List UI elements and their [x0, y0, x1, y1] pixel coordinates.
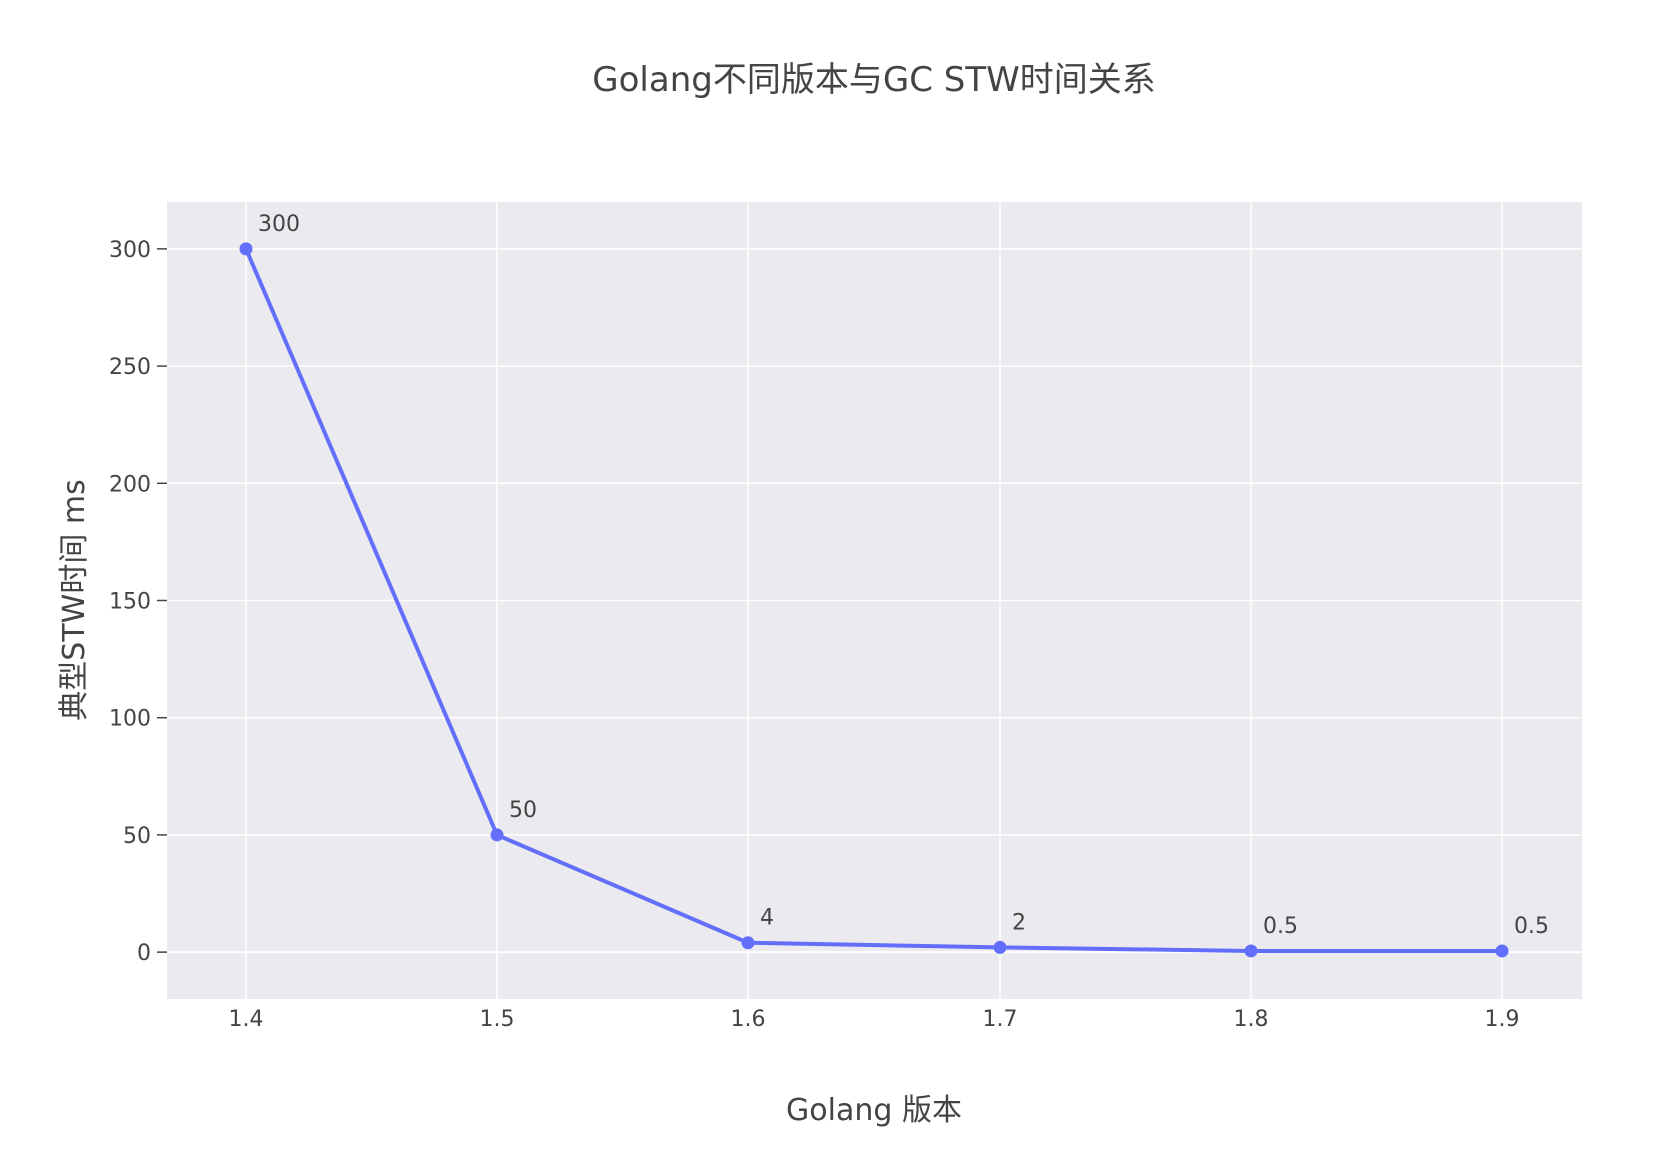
series-line [244, 246, 1504, 953]
data-label: 4 [760, 906, 774, 931]
data-label: 2 [1012, 910, 1026, 935]
data-point [993, 940, 1007, 954]
data-label: 0.5 [1263, 914, 1298, 939]
data-point [741, 936, 755, 950]
x-tick-label: 1.8 [1234, 1007, 1269, 1032]
x-tick-label: 1.7 [983, 1007, 1018, 1032]
data-label: 50 [509, 798, 537, 823]
chart-title: Golang不同版本与GC STW时间关系 [592, 60, 1155, 100]
x-tick-label: 1.9 [1485, 1007, 1520, 1032]
x-tick-label: 1.6 [731, 1007, 766, 1032]
y-tick-label: 0 [137, 941, 151, 966]
x-axis-title: Golang 版本 [786, 1093, 962, 1128]
series-layer [239, 242, 1509, 958]
data-point [239, 242, 253, 256]
data-point [490, 828, 504, 842]
y-tick-label: 50 [123, 824, 151, 849]
x-tick-label: 1.5 [480, 1007, 515, 1032]
y-tick-label: 150 [109, 590, 151, 615]
labels-layer: 300 50 4 2 0.5 0.5 [258, 212, 1549, 939]
data-label: 0.5 [1514, 914, 1549, 939]
y-tick-label: 250 [109, 355, 151, 380]
x-tick-label: 1.4 [229, 1007, 264, 1032]
data-point [1244, 944, 1258, 958]
y-tick-label: 300 [109, 238, 151, 263]
y-axis-title: 典型STW时间 ms [57, 479, 92, 720]
y-tick-label: 100 [109, 707, 151, 732]
y-tick-label: 200 [109, 472, 151, 497]
data-point [1495, 944, 1509, 958]
data-label: 300 [258, 212, 300, 237]
